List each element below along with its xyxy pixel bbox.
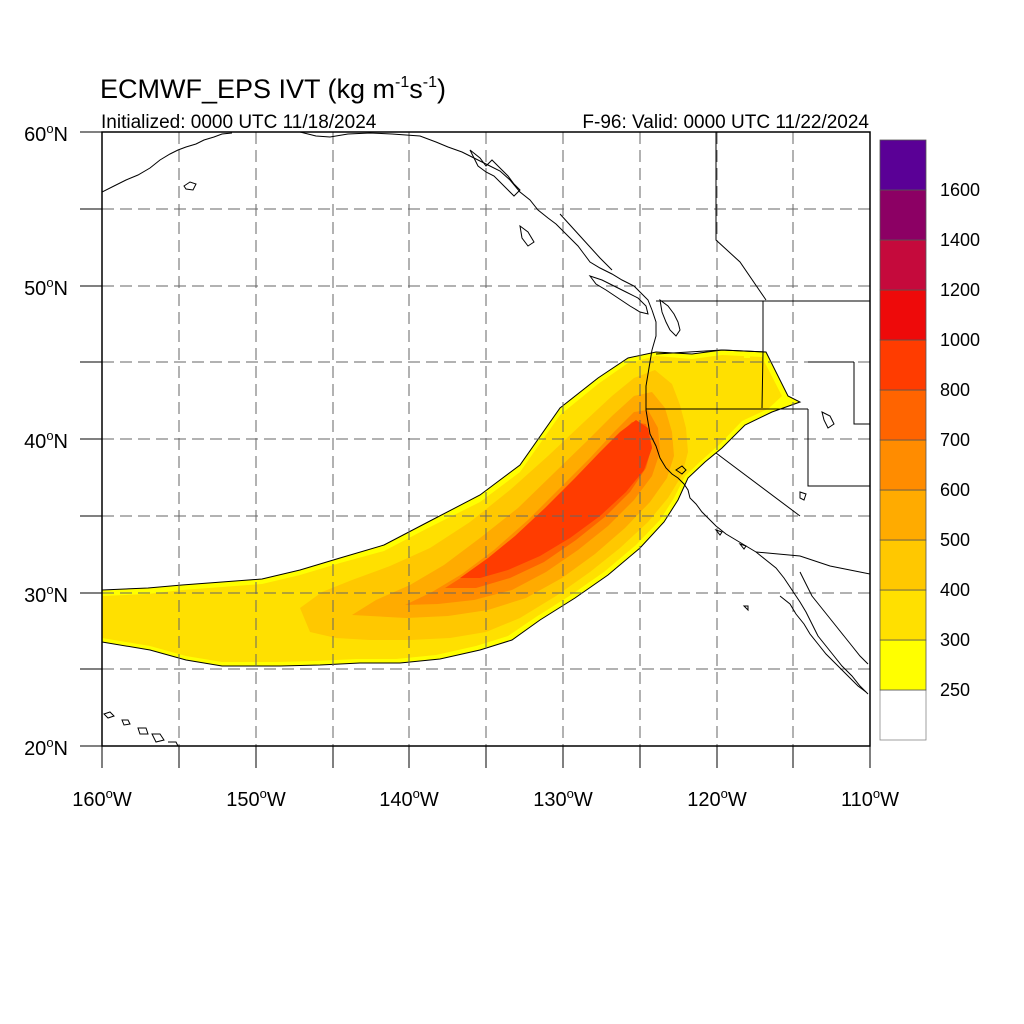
hawaii-islands [103,711,179,746]
map-panel [102,132,870,746]
idaho-west [761,301,764,409]
colorbar-box-6 [879,389,927,441]
colorbar-box-8 [879,289,927,341]
lon-label-150: 150oW [226,786,286,811]
valid-time: F-96: Valid: 0000 UTC 11/22/2024 [582,112,869,133]
colorbar-label-500: 500 [940,530,970,550]
kodiak-island [183,181,197,191]
border-ab-bc [715,132,767,301]
colorbar-box-9 [879,239,927,291]
colorbar-label-1600: 1600 [940,180,980,200]
baja-peninsula [779,595,867,693]
colorbar-label-800: 800 [940,380,970,400]
lon-label-110: 110oW [841,786,899,811]
lon-label-140: 140oW [379,786,439,811]
alexander-archipelago [469,149,535,247]
nevada-east [807,409,870,487]
lat-label-20: 20oN [24,735,68,760]
lon-label-160: 160oW [72,786,132,811]
coastlines [102,132,869,746]
lon-labels: 160oW 150oW 140oW 130oW 120oW 110oW [72,786,899,811]
sf-bay [675,465,687,475]
lon-label-120: 120oW [687,786,747,811]
ivt-small-patch [744,352,750,358]
colorbar-box-10 [879,189,927,241]
borders [559,132,870,575]
colorbar-box-3 [879,539,927,591]
oregon-north [655,349,767,355]
us-mexico-border [755,551,870,575]
colorbar: 250 300 400 500 600 700 800 1000 1200 1400 1600 [879,139,980,741]
colorbar-box-0 [879,689,927,741]
us-west-coast [645,309,869,695]
graticule [102,132,870,746]
cook-inlet-coast [299,132,653,311]
lat-label-40: 40oN [24,428,68,453]
colorbar-label-250: 250 [940,680,970,700]
colorbar-label-600: 600 [940,480,970,500]
lat-label-50: 50oN [24,275,68,300]
puget-sound [659,298,681,337]
colorbar-label-700: 700 [940,430,970,450]
lat-label-30: 30oN [24,582,68,607]
ivt-field [102,350,800,666]
colorbar-label-1400: 1400 [940,230,980,250]
lat-label-60: 60oN [24,121,68,146]
channel-islands [714,528,749,612]
great-salt-lake [821,411,835,429]
initialized-time: Initialized: 0000 UTC 11/18/2024 [101,112,377,133]
axis-ticks [80,131,871,768]
ivt-250-contour [102,349,802,667]
colorbar-label-1000: 1000 [940,330,980,350]
map-title: ECMWF_EPS IVT (kg m-1s-1) [100,74,446,104]
vancouver-island [588,275,649,315]
lon-label-130: 130oW [533,786,593,811]
colorbar-box-1 [879,639,927,691]
colorbar-box-7 [879,339,927,391]
ivt-band-500 [352,392,674,618]
colorbar-box-5 [879,439,927,491]
california-nevada [715,452,801,517]
colorbar-label-1200: 1200 [940,280,980,300]
colorbar-box-4 [879,489,927,541]
colorbar-box-11 [879,139,927,191]
gulf-of-california [799,571,869,665]
ivt-band-800 [460,420,652,578]
colorbar-label-400: 400 [940,580,970,600]
lat-labels: 60oN 50oN 40oN 30oN 20oN [24,121,68,760]
colorbar-label-300: 300 [940,630,970,650]
colorbar-box-2 [879,589,927,641]
alaska-canada-border [559,213,613,271]
lake-tahoe [799,491,807,501]
alaska-coast [102,132,233,193]
utah-east [853,362,870,425]
